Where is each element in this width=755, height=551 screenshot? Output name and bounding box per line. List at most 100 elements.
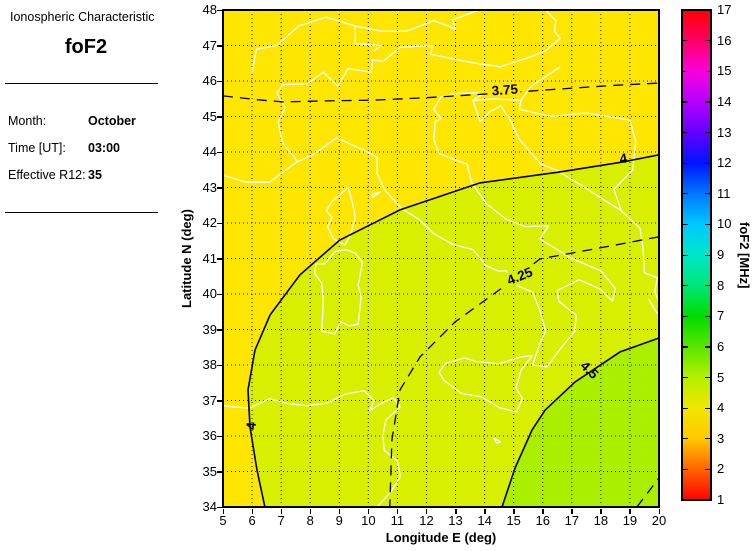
colorbar-tick-mark [705,162,711,164]
contour-line-3.75 [223,82,659,103]
y-tick-label: 44 [202,144,217,159]
colorbar-tick-mark [682,254,688,256]
x-tick-mark [338,509,341,514]
x-tick-label: 13 [448,513,463,528]
colorbar-tick-label: 17 [717,2,732,17]
y-tick-mark [217,9,222,11]
y-tick-mark [217,45,222,47]
colorbar-tick-mark [705,40,711,42]
y-tick-label: 37 [202,392,217,408]
y-tick-label: 40 [202,286,217,301]
x-tick-label: 20 [651,513,667,528]
y-tick-mark [217,222,222,224]
x-tick-label: 14 [477,513,492,528]
colorbar-tick-mark [705,70,711,72]
colorbar-tick-label: 5 [717,369,725,385]
colorbar-tick-mark [705,468,711,471]
colorbar-tick-mark [682,315,688,317]
y-tick-label: 46 [202,73,217,88]
x-tick-label: 6 [248,513,256,528]
x-tick-label: 8 [306,513,314,528]
x-axis-title: Longitude E (deg) [385,530,497,545]
contour-line-4.5 [501,337,659,507]
x-tick-label: 12 [419,513,434,528]
field-time: Time [UT]: 03:00 [8,141,120,155]
y-tick-mark [217,116,222,118]
x-tick-mark [658,509,660,514]
colorbar-tick-mark [682,132,688,134]
contour-line-4 [247,154,659,507]
colorbar-tick-mark [682,468,688,471]
y-tick-mark [217,435,222,437]
x-tick-mark [425,509,428,514]
colorbar-tick-mark [705,223,711,226]
x-tick-mark [309,509,312,514]
x-tick-label: 9 [335,513,343,528]
colorbar-tick-mark [705,132,711,134]
y-tick-label: 48 [202,2,217,17]
colorbar-tick-label: 13 [717,124,732,140]
colorbar-tick-mark [705,407,711,409]
x-tick-mark [396,509,399,514]
y-tick-mark [217,364,222,366]
x-tick-label: 5 [219,513,227,528]
y-tick-mark [217,293,222,295]
colorbar-tick-mark [682,346,688,348]
colorbar-tick-label: 9 [717,247,725,262]
colorbar-tick-label: 14 [717,93,732,109]
colorbar-tick-mark [705,346,711,348]
x-tick-mark [629,509,631,514]
colorbar-tick-label: 15 [717,63,732,79]
x-tick-label: 16 [535,513,550,528]
divider [5,212,158,213]
colorbar-tick-mark [682,438,688,440]
y-tick-mark [217,258,222,260]
contour-line-4.25 [389,236,659,507]
characteristic-name: foF2 [64,36,108,58]
colorbar-tick-label: 2 [717,461,725,477]
x-tick-mark [222,509,224,514]
y-tick-label: 34 [202,499,217,514]
x-tick-mark [542,509,544,514]
colorbar-tick-label: 4 [717,400,725,416]
colorbar-tick-mark [682,407,688,409]
colorbar-tick-mark [705,377,711,379]
coastlines [223,10,659,507]
colorbar-tick-mark [682,193,688,195]
fill-band-gt45 [502,338,659,507]
colorbar-tick-mark [682,40,688,42]
colorbar-tick-mark [682,101,688,103]
colorbar-tick-mark [705,101,711,103]
colorbar-tick-label: 16 [717,32,732,48]
colorbar-tick-mark [705,254,711,256]
y-tick-mark [217,506,222,508]
y-tick-mark [217,471,222,473]
field-value: 03:00 [88,141,120,155]
colorbar-tick-label: 11 [717,185,731,201]
y-tick-mark [217,80,222,82]
y-tick-mark [217,400,222,402]
contour-label: 4 [243,421,259,430]
colorbar-tick-mark [682,285,688,287]
x-tick-label: 10 [361,513,376,528]
x-tick-mark [280,509,283,514]
colorbar-tick-mark [682,162,688,164]
y-tick-label: 39 [202,321,217,337]
divider [5,83,158,84]
colorbar-tick-label: 12 [717,155,732,171]
field-label: Effective R12: [8,168,86,182]
colorbar-tick-mark [682,223,688,226]
y-tick-label: 41 [202,250,217,266]
y-tick-label: 47 [202,37,217,53]
contour-label: 4 [619,151,629,167]
field-label: Month: [8,114,47,128]
colorbar-tick-mark [705,193,711,195]
x-tick-mark [251,509,254,514]
y-tick-label: 43 [202,179,217,195]
field-month: Month: October [8,114,136,128]
x-tick-label: 18 [593,513,609,528]
colorbar-tick-mark [705,438,711,440]
colorbar-tick-mark [682,377,688,379]
x-tick-mark [367,509,370,514]
